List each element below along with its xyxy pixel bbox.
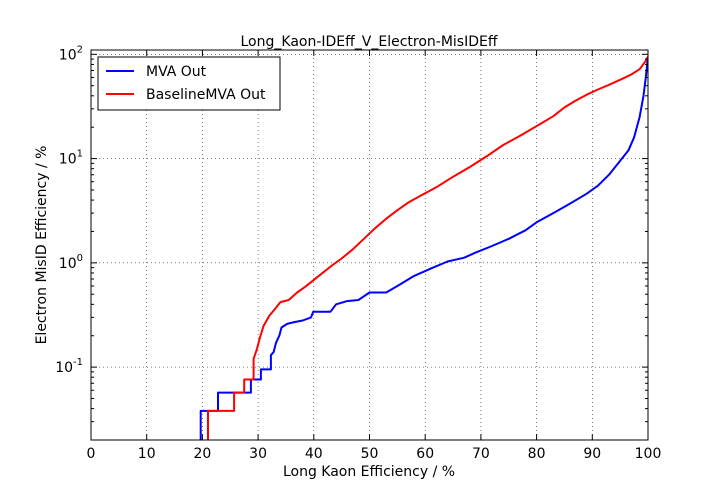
chart-title: Long_Kaon-IDEff_V_Electron-MisIDEff <box>241 34 498 50</box>
x-tick-label: 90 <box>583 446 601 462</box>
x-tick-label: 20 <box>193 446 211 462</box>
series-line-baselinemva-out <box>207 56 648 440</box>
y-tick-labels: 10-1 100 101 102 <box>55 44 83 376</box>
y-axis-title: Electron MisID Efficiency / % <box>34 146 50 345</box>
x-tick-label: 80 <box>528 446 546 462</box>
y-tick-label: 10-1 <box>55 357 83 376</box>
series-layer <box>199 56 648 440</box>
legend-label-baselinemva-out: BaselineMVA Out <box>146 87 266 103</box>
series-line-mva-out <box>199 56 648 440</box>
plot-area <box>199 56 648 440</box>
x-tick-label: 100 <box>635 446 662 462</box>
grid <box>91 50 648 440</box>
x-tick-labels: 0 10 20 30 40 50 60 70 80 90 100 <box>87 446 662 462</box>
ticks <box>90 50 649 441</box>
x-tick-label: 50 <box>361 446 379 462</box>
y-tick-label: 101 <box>59 149 83 168</box>
x-tick-label: 70 <box>472 446 490 462</box>
y-tick-label: 100 <box>59 253 83 272</box>
x-tick-label: 60 <box>416 446 434 462</box>
legend: MVA Out BaselineMVA Out <box>97 56 281 111</box>
x-tick-label: 0 <box>87 446 96 462</box>
y-tick-label: 102 <box>59 44 83 63</box>
x-tick-label: 40 <box>305 446 323 462</box>
legend-label-mva-out: MVA Out <box>146 64 207 80</box>
x-axis-title: Long Kaon Efficiency / % <box>283 464 455 480</box>
x-tick-label: 30 <box>249 446 267 462</box>
legend-box <box>97 56 281 111</box>
x-tick-label: 10 <box>138 446 156 462</box>
